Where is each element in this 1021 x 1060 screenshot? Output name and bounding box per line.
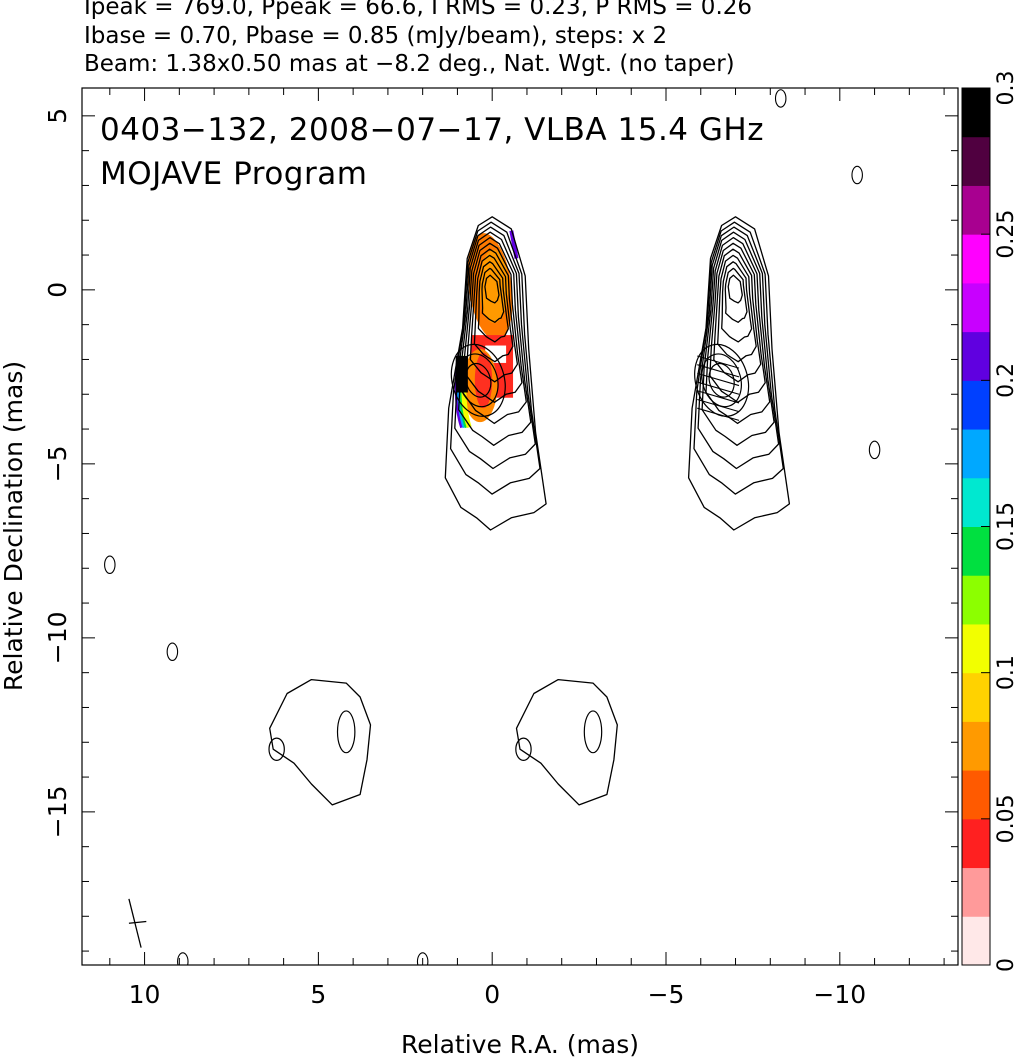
jet-contour (465, 362, 492, 398)
colorbar-swatch (962, 331, 990, 381)
stokes-contour (477, 261, 509, 343)
noise-speck (166, 642, 179, 662)
colorbar: 0 0.05 0.1 0.15 0.2 0.25 0.3 (961, 71, 1019, 972)
stokes-contour (721, 261, 753, 343)
colorbar-swatch (962, 672, 990, 722)
stokes-contour (481, 267, 505, 323)
colorbar-swatch (962, 136, 990, 186)
colorbar-tick-label: 0.1 (994, 655, 1019, 690)
noise-speck (177, 952, 189, 965)
evpa-vector (697, 372, 740, 387)
pol-core-edge (509, 230, 519, 259)
stokes-contour (461, 236, 527, 425)
evpa-vector (697, 381, 740, 395)
colorbar-tick-label: 0.3 (994, 71, 1019, 106)
stokes-contour (473, 254, 514, 363)
colorbar-swatch (962, 88, 990, 138)
colorbar-swatch (962, 770, 990, 820)
map-layer (104, 89, 881, 965)
evpa-vector (697, 364, 740, 378)
evpa-vector (697, 407, 740, 421)
noise-contour (515, 737, 532, 761)
jet-contour (457, 353, 499, 408)
y-axis-label: Relative Declination (mas) (0, 361, 28, 691)
jet-contour (701, 353, 742, 408)
stokes-contour (697, 226, 780, 470)
noise-speck (416, 952, 429, 965)
y-tick-label: −5 (43, 445, 72, 482)
y-tick-label: −10 (43, 611, 72, 664)
x-tick-label: −5 (648, 980, 685, 1009)
colorbar-tick-label: 0 (994, 958, 1019, 972)
noise-speck (104, 555, 116, 575)
noise-speck (774, 89, 787, 108)
colorbar-swatch (962, 477, 990, 527)
stokes-contour (705, 236, 771, 425)
stokes-contour (693, 221, 784, 495)
x-tick-label: 0 (484, 980, 500, 1009)
pol-jet-red (474, 352, 493, 409)
beam-minor-axis (128, 920, 147, 924)
jet-contour (694, 343, 750, 417)
map-title: 0403−132, 2008−07−17, VLBA 15.4 GHz (100, 112, 764, 148)
stokes-contour (444, 216, 547, 531)
x-tick-label: 5 (310, 980, 326, 1009)
x-axis-label: Relative R.A. (mas) (401, 1030, 639, 1059)
colorbar-swatch (962, 234, 990, 284)
noise-contour (268, 737, 285, 761)
colorbar-swatch (962, 380, 990, 430)
evpa-vector (697, 355, 740, 369)
pol-core-inner (479, 249, 509, 323)
colorbar-tick-label: 0.2 (994, 363, 1019, 398)
header-line-2: Ibase = 0.70, Pbase = 0.85 (mJy/beam), s… (84, 23, 668, 49)
colorbar-tick-label: 0.05 (994, 794, 1019, 843)
stokes-contour (449, 221, 541, 495)
evpa-vector (697, 398, 740, 413)
colorbar-swatch (962, 623, 990, 674)
header-line-3: Beam: 1.38x0.50 mas at −8.2 deg., Nat. W… (84, 51, 735, 77)
stokes-contour (454, 226, 536, 470)
colorbar-swatch (962, 185, 990, 235)
header-line-1: Ipeak = 769.0, Ppeak = 66.6, I RMS = 0.2… (84, 0, 753, 20)
noise-contour (336, 710, 356, 754)
plot-frame (81, 87, 959, 966)
jet-contour (708, 362, 735, 398)
stokes-contour (701, 231, 775, 446)
colorbar-tick-label: 0.15 (994, 502, 1019, 551)
evpa-vector (697, 390, 740, 404)
axis-ticks: 10 5 0 −5 −10 5 0 −5 −10 −15 (43, 88, 958, 1009)
stokes-contour (727, 274, 743, 304)
y-tick-label: −15 (43, 785, 72, 838)
y-tick-label: 5 (43, 108, 72, 124)
x-tick-label: 10 (129, 980, 161, 1009)
map-subtitle: MOJAVE Program (100, 156, 367, 192)
y-tick-label: 0 (43, 282, 72, 298)
noise-contour (583, 710, 603, 754)
colorbar-swatch (962, 818, 990, 869)
colorbar-swatch (962, 721, 990, 771)
noise-speck (868, 440, 881, 460)
colorbar-swatch (962, 867, 990, 917)
stokes-contour (465, 242, 523, 403)
stokes-contour (717, 254, 757, 363)
stokes-contour (458, 231, 532, 446)
x-tick-label: −10 (813, 980, 866, 1009)
noise-contour (515, 678, 618, 806)
colorbar-swatch (962, 429, 990, 479)
stokes-contour (484, 274, 500, 304)
colorbar-swatch (962, 282, 990, 333)
stokes-contour (469, 248, 519, 383)
colorbar-tick-label: 0.25 (994, 210, 1019, 259)
colorbar-swatch (962, 916, 990, 966)
stokes-contour (687, 216, 791, 531)
stokes-contour (724, 267, 748, 323)
colorbar-swatch (962, 526, 990, 576)
stokes-contour (713, 248, 762, 383)
noise-speck (851, 165, 863, 185)
noise-contour (269, 678, 372, 806)
colorbar-swatch (962, 575, 990, 625)
jet-contour (450, 343, 506, 417)
